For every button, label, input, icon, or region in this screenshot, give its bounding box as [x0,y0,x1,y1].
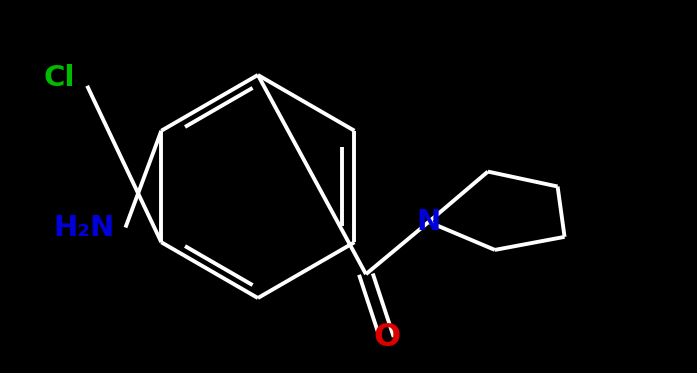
Text: O: O [373,322,401,353]
Text: Cl: Cl [43,64,75,93]
Text: H₂N: H₂N [53,213,114,242]
Text: N: N [417,208,441,236]
